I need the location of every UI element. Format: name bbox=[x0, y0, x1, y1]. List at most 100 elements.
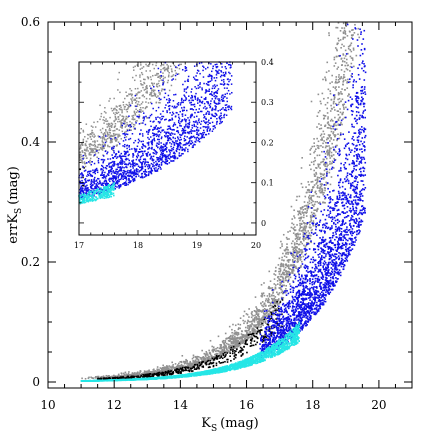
data-point-gray bbox=[242, 315, 245, 317]
data-point-blue bbox=[333, 209, 335, 211]
data-point-gray bbox=[215, 353, 217, 356]
data-point-gray bbox=[282, 278, 284, 280]
data-point-blue bbox=[273, 324, 276, 327]
data-point-gray bbox=[306, 207, 309, 210]
data-point-blue bbox=[303, 289, 306, 291]
data-point-blue bbox=[305, 324, 307, 327]
data-point-gray bbox=[244, 326, 247, 329]
data-point-gray bbox=[295, 242, 298, 245]
data-point-gray bbox=[276, 302, 278, 304]
data-point-blue bbox=[344, 230, 346, 233]
data-point-blue bbox=[345, 258, 348, 261]
data-point-blue bbox=[261, 347, 264, 349]
data-point-gray bbox=[329, 127, 332, 129]
data-point-gray bbox=[309, 234, 312, 237]
data-point-blue bbox=[353, 155, 355, 157]
data-point-gray bbox=[303, 205, 306, 207]
data-point-blue bbox=[351, 248, 354, 250]
data-point-blue bbox=[342, 239, 344, 242]
data-point-blue bbox=[335, 250, 338, 252]
data-point-gray bbox=[328, 150, 331, 153]
data-point-gray bbox=[224, 340, 227, 342]
data-point-blue bbox=[364, 136, 366, 139]
data-point-gray bbox=[167, 367, 170, 369]
data-point-blue bbox=[339, 186, 341, 189]
data-point-black bbox=[144, 375, 147, 378]
data-point-blue bbox=[312, 233, 315, 235]
data-point-gray bbox=[282, 297, 285, 299]
data-point-blue bbox=[350, 244, 353, 246]
data-point-blue bbox=[327, 286, 330, 288]
data-point-blue bbox=[323, 183, 326, 186]
data-point-black bbox=[181, 369, 184, 372]
data-point-blue bbox=[331, 207, 333, 210]
data-point-gray bbox=[237, 333, 240, 336]
data-point-blue bbox=[319, 253, 321, 255]
data-point-blue bbox=[353, 189, 355, 192]
data-point-gray bbox=[175, 367, 178, 369]
data-point-gray bbox=[342, 106, 345, 109]
data-point-blue bbox=[322, 266, 324, 269]
data-point-gray bbox=[236, 334, 239, 336]
data-point-blue bbox=[349, 253, 351, 256]
data-point-blue bbox=[322, 213, 324, 216]
data-point-blue bbox=[350, 238, 352, 241]
data-point-gray bbox=[310, 211, 313, 214]
data-point-blue bbox=[304, 307, 306, 309]
data-point-gray bbox=[301, 211, 304, 213]
data-point-gray bbox=[323, 117, 326, 119]
data-point-black bbox=[187, 367, 189, 369]
data-point-gray bbox=[181, 365, 184, 368]
data-point-blue bbox=[292, 322, 295, 324]
data-point-gray bbox=[285, 279, 288, 282]
data-point-blue bbox=[293, 319, 295, 322]
data-point-blue bbox=[297, 314, 300, 317]
data-point-blue bbox=[321, 249, 324, 251]
data-point-gray bbox=[296, 224, 298, 226]
data-point-gray bbox=[279, 281, 281, 284]
data-point-gray bbox=[278, 278, 280, 280]
data-point-gray bbox=[272, 289, 275, 291]
data-point-blue bbox=[302, 301, 305, 303]
data-point-blue bbox=[322, 256, 325, 259]
data-point-gray bbox=[318, 196, 321, 198]
data-point-gray bbox=[245, 338, 247, 341]
data-point-blue bbox=[328, 216, 330, 218]
data-point-blue bbox=[260, 336, 263, 339]
data-point-black bbox=[150, 375, 152, 378]
data-point-gray bbox=[285, 274, 288, 276]
data-point-blue bbox=[345, 246, 347, 248]
data-point-gray bbox=[267, 301, 269, 304]
data-point-gray bbox=[259, 310, 262, 312]
data-point-gray bbox=[316, 154, 319, 157]
data-point-blue bbox=[326, 242, 328, 245]
data-point-blue bbox=[329, 255, 331, 257]
data-point-blue bbox=[304, 314, 306, 317]
data-point-gray bbox=[306, 201, 309, 204]
data-point-gray bbox=[327, 152, 329, 155]
data-point-gray bbox=[234, 341, 236, 343]
data-point-blue bbox=[360, 221, 362, 223]
data-point-gray bbox=[193, 360, 196, 363]
data-point-blue bbox=[320, 241, 323, 244]
data-point-gray bbox=[305, 225, 307, 227]
data-point-gray bbox=[350, 34, 353, 36]
data-point-gray bbox=[298, 243, 301, 246]
data-point-blue bbox=[278, 324, 280, 326]
data-point-blue bbox=[325, 168, 328, 171]
data-point-gray bbox=[286, 251, 288, 254]
data-point-blue bbox=[345, 233, 347, 236]
data-point-blue bbox=[285, 318, 288, 320]
data-point-blue bbox=[351, 75, 353, 78]
data-point-blue bbox=[309, 294, 311, 296]
data-point-blue bbox=[355, 185, 358, 188]
data-point-gray bbox=[322, 146, 324, 148]
data-point-black bbox=[97, 377, 100, 380]
data-point-blue bbox=[357, 103, 360, 106]
data-point-gray bbox=[305, 252, 308, 255]
data-point-gray bbox=[332, 154, 335, 156]
data-point-blue bbox=[318, 243, 320, 246]
data-point-blue bbox=[346, 255, 348, 257]
data-point-gray bbox=[296, 240, 298, 242]
data-point-gray bbox=[323, 163, 325, 166]
